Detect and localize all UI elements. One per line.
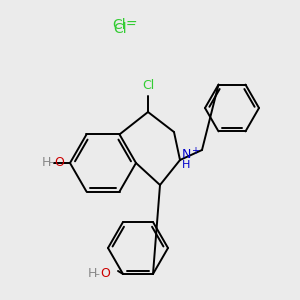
- Text: +: +: [191, 146, 199, 156]
- Text: –: –: [95, 269, 100, 279]
- Text: H: H: [182, 160, 190, 170]
- Text: –: –: [49, 157, 54, 167]
- Text: H: H: [88, 268, 98, 281]
- Text: O: O: [54, 155, 64, 169]
- Text: O: O: [100, 268, 110, 281]
- Text: H: H: [42, 155, 51, 169]
- Text: N: N: [182, 148, 191, 161]
- Text: −: −: [126, 19, 136, 32]
- Text: −: −: [126, 15, 138, 29]
- Text: Cl: Cl: [112, 18, 126, 32]
- Text: Cl: Cl: [142, 79, 154, 92]
- Text: Cl: Cl: [113, 22, 127, 36]
